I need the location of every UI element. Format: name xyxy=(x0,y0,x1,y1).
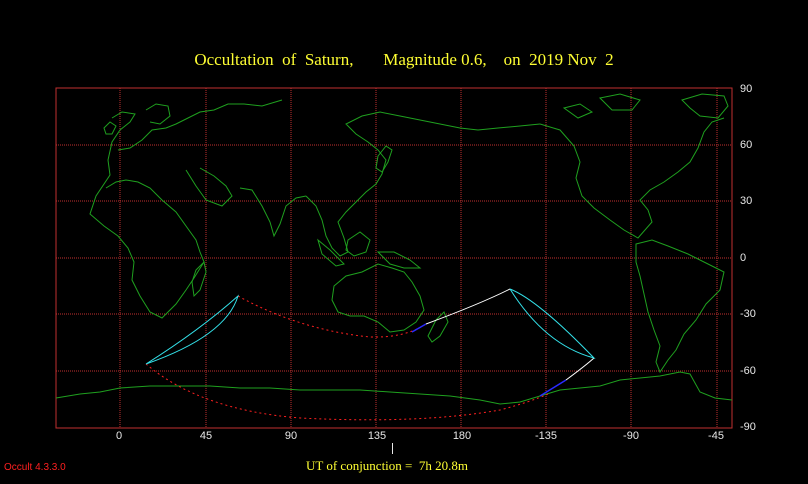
latitude-label: -90 xyxy=(740,421,756,433)
latitude-grid xyxy=(56,144,732,372)
coastlines xyxy=(55,93,733,405)
greenland-coast xyxy=(681,93,729,119)
longitude-label: 135 xyxy=(367,430,387,442)
nz-coast xyxy=(427,311,449,343)
twilight-path xyxy=(411,323,567,397)
sa-coast xyxy=(635,239,725,374)
uk-coast xyxy=(103,121,117,135)
newguinea-coast xyxy=(376,251,422,269)
antarctica-coast xyxy=(55,371,733,405)
japan-coast xyxy=(375,145,393,173)
sumatra-coast xyxy=(317,238,345,267)
longitude-label: 0 xyxy=(115,430,123,442)
latitude-label: 30 xyxy=(740,195,753,207)
daylight-path xyxy=(425,288,595,381)
longitude-label: -135 xyxy=(534,430,558,442)
longitude-label: 45 xyxy=(199,430,213,442)
na-coast xyxy=(539,117,725,239)
madagascar-coast xyxy=(191,260,207,298)
borneo-coast xyxy=(345,231,371,257)
arabia-coast xyxy=(185,167,233,207)
latitude-label: -30 xyxy=(740,308,756,320)
latitude-label: -60 xyxy=(740,365,756,377)
west-limit-loop xyxy=(145,294,239,365)
europe-coast xyxy=(117,99,283,151)
africa-coast xyxy=(89,111,205,319)
longitude-label: 90 xyxy=(284,430,298,442)
longitude-label: 180 xyxy=(452,430,472,442)
longitude-label: -90 xyxy=(623,430,639,442)
latitude-label: 60 xyxy=(740,139,753,151)
invisible-path xyxy=(145,295,549,421)
australia-coast xyxy=(331,263,425,333)
conjunction-time: UT of conjunction = 7h 20.8m xyxy=(306,458,468,473)
india-coast xyxy=(239,187,307,238)
conjunction-marker xyxy=(392,443,393,454)
longitude-label: -45 xyxy=(708,430,724,442)
occultation-limits xyxy=(145,288,596,365)
page-title: Occultation of Saturn, Magnitude 0.6, on… xyxy=(194,50,614,69)
sea-coast xyxy=(305,111,541,257)
arctic-islands xyxy=(562,93,641,119)
latitude-label: 90 xyxy=(740,83,753,95)
east-limit-loop xyxy=(509,288,596,359)
latitude-label: 0 xyxy=(740,252,747,264)
version-label: Occult 4.3.3.0 xyxy=(4,462,66,473)
scandinavia-coast xyxy=(145,103,171,125)
